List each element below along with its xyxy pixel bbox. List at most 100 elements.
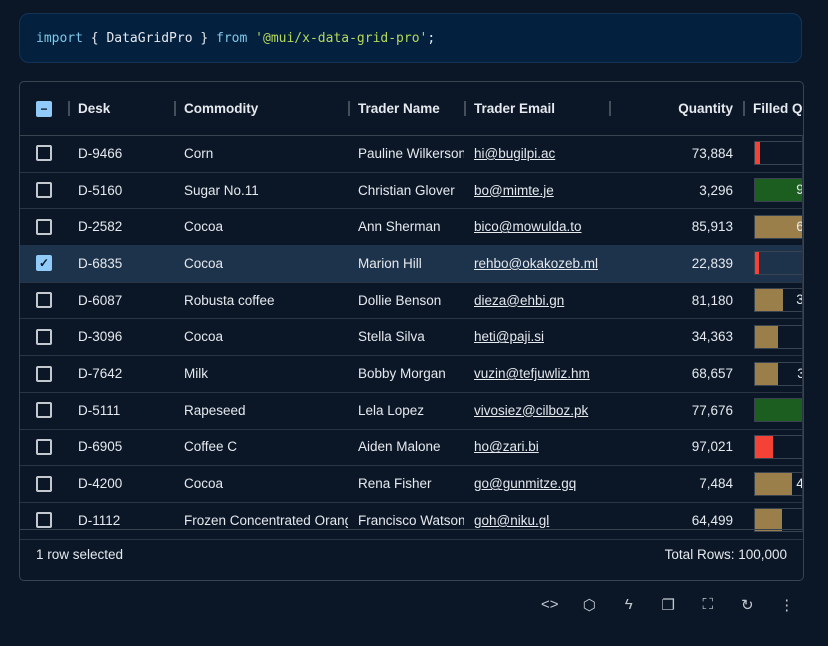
filled-quantity-value: 47.55 — [796, 475, 804, 491]
cell-trader-name: Dollie Benson — [358, 292, 442, 308]
cell-quantity: 97,021 — [691, 439, 733, 455]
table-row[interactable]: D-1112 Frozen Concentrated Orange Juice … — [20, 502, 803, 540]
grid-header: − Desk Commodity Trader Name Trader Emai… — [20, 82, 803, 136]
cell-desk: D-6087 — [78, 292, 123, 308]
filled-quantity-value: 62.38 — [796, 218, 804, 234]
cell-trader-email[interactable]: bico@mowulda.to — [474, 219, 582, 235]
cell-quantity: 3,296 — [699, 182, 733, 198]
filled-quantity-bar: 30.11 — [754, 361, 804, 386]
cell-quantity: 7,484 — [699, 476, 733, 492]
scrollbar[interactable] — [802, 135, 803, 530]
column-header-commodity[interactable]: Commodity — [174, 82, 348, 135]
cell-trader-email[interactable]: vivosiez@cilboz.pk — [474, 402, 589, 418]
cell-trader-name: Christian Glover — [358, 182, 455, 198]
cell-desk: D-5111 — [78, 402, 121, 418]
column-header-quantity[interactable]: Quantity — [609, 82, 743, 135]
cell-quantity: 77,676 — [691, 402, 733, 418]
cell-commodity: Cocoa — [184, 329, 224, 345]
cell-trader-name: Rena Fisher — [358, 476, 432, 492]
cell-desk: D-2582 — [78, 219, 123, 235]
cell-commodity: Coffee C — [184, 439, 238, 455]
row-checkbox[interactable] — [36, 402, 52, 419]
cell-commodity: Corn — [184, 145, 214, 161]
code-snippet: import { DataGridPro } from '@mui/x-data… — [19, 13, 802, 63]
cell-quantity: 68,657 — [691, 366, 733, 382]
select-all-checkbox[interactable]: − — [36, 100, 52, 117]
filled-quantity-fill — [755, 252, 759, 275]
filled-quantity-fill — [755, 399, 803, 422]
filled-quantity-fill — [755, 142, 760, 165]
cell-trader-email[interactable]: go@gunmitze.gq — [474, 476, 577, 492]
filled-quantity-bar: 93.1 — [754, 398, 803, 423]
cell-desk: D-6905 — [78, 439, 123, 455]
filled-quantity-bar: 23.5 — [754, 434, 803, 459]
more-vert-icon[interactable]: ⋮ — [779, 597, 795, 614]
cell-trader-email[interactable]: goh@niku.gl — [474, 512, 550, 528]
row-checkbox[interactable] — [36, 365, 52, 382]
table-row[interactable]: D-3096 Cocoa Stella Silva heti@paji.si 3… — [20, 319, 803, 357]
table-row[interactable]: D-4200 Cocoa Rena Fisher go@gunmitze.gq … — [20, 465, 804, 503]
cell-trader-email[interactable]: hi@bugilpi.ac — [474, 145, 556, 161]
column-header-trader-name[interactable]: Trader Name — [348, 82, 464, 135]
filled-quantity-fill — [755, 362, 779, 385]
column-header-filled-quantity[interactable]: Filled Quantity — [743, 82, 803, 135]
table-row[interactable]: D-7642 Milk Bobby Morgan vuzin@tefjuwliz… — [20, 355, 804, 393]
cell-trader-email[interactable]: dieza@ehbi.gn — [474, 292, 565, 308]
data-grid: − Desk Commodity Trader Name Trader Emai… — [19, 81, 804, 581]
row-checkbox[interactable] — [36, 145, 52, 162]
table-row[interactable]: ✓ D-6835 Cocoa Marion Hill rehbo@okakoze… — [20, 245, 803, 283]
row-checkbox[interactable] — [36, 182, 52, 199]
cell-trader-email[interactable]: vuzin@tefjuwliz.hm — [474, 366, 590, 382]
cell-desk: D-5160 — [78, 182, 123, 198]
table-row[interactable]: D-9466 Corn Pauline Wilkerson hi@bugilpi… — [20, 135, 803, 173]
table-row[interactable]: D-6087 Robusta coffee Dollie Benson diez… — [20, 282, 803, 320]
grid-footer: 1 row selected Total Rows: 100,000 — [20, 529, 803, 580]
row-checkbox[interactable]: ✓ — [36, 255, 52, 272]
filled-quantity-value: 91.26 — [796, 182, 804, 198]
row-checkbox[interactable] — [36, 328, 52, 345]
cell-trader-email[interactable]: ho@zari.bi — [474, 439, 539, 455]
screenshot-icon[interactable]: ⛶ — [702, 596, 713, 613]
cube-icon[interactable]: ⬡ — [582, 597, 596, 614]
cell-trader-email[interactable]: heti@paji.si — [474, 329, 544, 345]
cell-trader-name: Lela Lopez — [358, 402, 425, 418]
table-row[interactable]: D-5160 Sugar No.11 Christian Glover bo@m… — [20, 172, 804, 210]
filled-quantity-bar: 6.26 — [754, 141, 803, 166]
cell-commodity: Milk — [184, 366, 208, 382]
total-rows: Total Rows: 100,000 — [664, 547, 787, 562]
cell-trader-name: Marion Hill — [358, 255, 422, 271]
cell-trader-name: Ann Sherman — [358, 219, 441, 235]
cell-trader-email[interactable]: rehbo@okakozeb.ml — [474, 255, 599, 271]
table-row[interactable]: D-5111 Rapeseed Lela Lopez vivosiez@cilb… — [20, 392, 803, 430]
row-checkbox[interactable] — [36, 218, 52, 235]
code-icon[interactable]: <> — [540, 596, 559, 613]
cell-commodity: Cocoa — [184, 476, 224, 492]
filled-quantity-fill — [755, 472, 792, 495]
bolt-icon[interactable]: ϟ — [624, 596, 633, 613]
cell-commodity: Sugar No.11 — [184, 182, 259, 198]
filled-quantity-fill — [755, 435, 774, 458]
copy-icon[interactable]: ❐ — [661, 597, 675, 614]
table-row[interactable]: D-6905 Coffee C Aiden Malone ho@zari.bi … — [20, 429, 803, 467]
row-checkbox[interactable] — [36, 438, 52, 455]
cell-desk: D-9466 — [78, 145, 123, 161]
cell-trader-name: Aiden Malone — [358, 439, 441, 455]
filled-quantity-value: 30.11 — [797, 365, 804, 381]
filled-quantity-bar: 47.55 — [754, 471, 804, 496]
filled-quantity-fill — [755, 325, 779, 348]
filled-quantity-bar: 36.98 — [754, 288, 803, 313]
filled-quantity-bar: 30.4 — [754, 324, 803, 349]
filled-quantity-fill — [755, 215, 803, 238]
column-header-desk[interactable]: Desk — [68, 82, 174, 135]
column-header-trader-email[interactable]: Trader Email — [464, 82, 609, 135]
refresh-icon[interactable]: ↻ — [740, 597, 754, 614]
filled-quantity-bar: 91.26 — [754, 178, 804, 203]
row-checkbox[interactable] — [36, 475, 52, 492]
cell-commodity: Cocoa — [184, 219, 224, 235]
filled-quantity-bar: 35.1 — [754, 508, 803, 533]
row-checkbox[interactable] — [36, 512, 52, 529]
table-row[interactable]: D-2582 Cocoa Ann Sherman bico@mowulda.to… — [20, 208, 804, 247]
cell-trader-email[interactable]: bo@mimte.je — [474, 182, 554, 198]
row-checkbox[interactable] — [36, 292, 52, 309]
cell-desk: D-4200 — [78, 476, 123, 492]
